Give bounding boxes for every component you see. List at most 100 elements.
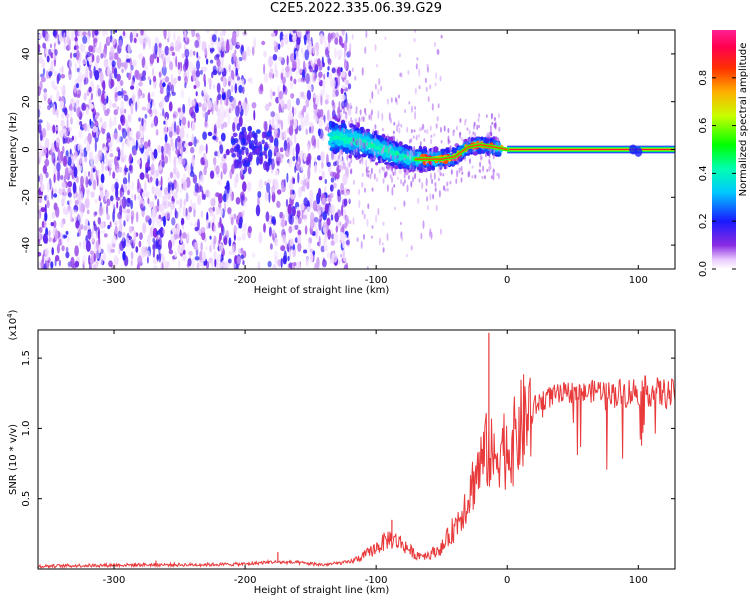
noise-speckle	[118, 39, 123, 49]
noise-speckle	[239, 216, 243, 225]
ridge-halo	[410, 129, 413, 134]
ridge-halo	[442, 173, 445, 177]
noise-speckle	[215, 53, 220, 58]
noise-speckle	[215, 258, 219, 269]
ridge-halo	[419, 141, 422, 146]
noise-speckle	[67, 74, 73, 79]
noise-speckle	[191, 99, 194, 107]
noise-speckle	[311, 135, 316, 147]
noise-speckle	[41, 59, 46, 68]
noise-speckle	[242, 181, 247, 192]
ridge-cell	[339, 140, 344, 145]
noise-speckle	[329, 79, 333, 88]
noise-speckle	[64, 209, 69, 216]
ridge-halo	[418, 178, 421, 183]
noise-speckle	[318, 219, 322, 231]
ridge-cell	[367, 136, 371, 143]
noise-speckle	[143, 180, 147, 192]
ridge-halo	[490, 175, 493, 180]
noise-speckle	[114, 30, 118, 33]
noise-speckle	[230, 84, 234, 93]
noise-speckle	[175, 56, 178, 68]
noise-speckle	[280, 153, 284, 159]
noise-speckle	[84, 197, 90, 209]
noise-speckle	[236, 255, 241, 265]
noise-speckle	[247, 77, 252, 83]
noise-speckle	[61, 181, 67, 189]
noise-speckle	[324, 39, 327, 50]
noise-speckle	[60, 119, 65, 128]
noise-speckle	[221, 87, 225, 96]
noise-speckle	[68, 126, 72, 132]
noise-speckle	[308, 122, 314, 127]
noise-speckle	[53, 173, 56, 184]
noise-speckle	[50, 43, 52, 49]
noise-speckle	[103, 233, 108, 238]
noise-speckle	[72, 155, 77, 161]
noise-speckle	[279, 147, 284, 153]
noise-speckle	[337, 189, 341, 197]
noise-speckle	[42, 42, 46, 49]
ridge-halo	[492, 168, 495, 176]
noise-speckle	[126, 58, 131, 63]
noise-speckle	[48, 236, 52, 243]
noise-speckle	[234, 224, 238, 236]
noise-speckle	[94, 70, 100, 81]
noise-speckle	[122, 128, 127, 139]
noise-speckle	[89, 103, 94, 110]
noise-speckle	[140, 30, 144, 36]
noise-speckle	[264, 103, 270, 111]
noise-speckle	[297, 58, 301, 70]
noise-speckle	[171, 51, 175, 57]
noise-speckle	[272, 54, 278, 61]
noise-speckle	[207, 78, 211, 84]
noise-speckle	[190, 111, 196, 119]
noise-speckle	[188, 141, 193, 147]
noise-speckle	[177, 155, 183, 165]
noise-speckle	[118, 249, 121, 255]
noise-speckle	[215, 165, 220, 175]
ridge-halo	[390, 155, 393, 160]
ridge-cell	[432, 146, 439, 153]
noise-speckle	[339, 239, 342, 244]
ridge-halo	[339, 150, 341, 157]
noise-speckle	[340, 190, 345, 195]
noise-speckle	[122, 177, 128, 185]
noise-speckle	[196, 60, 200, 71]
ridge-cell	[416, 166, 423, 171]
ridge-halo	[489, 148, 492, 153]
noise-speckle	[130, 85, 135, 90]
noise-speckle	[344, 58, 347, 70]
noise-speckle	[294, 53, 296, 61]
noise-speckle	[191, 155, 195, 168]
noise-speckle	[116, 73, 121, 82]
noise-speckle	[152, 244, 155, 250]
noise-speckle	[88, 254, 91, 265]
noise-speckle	[194, 226, 199, 232]
noise-speckle	[200, 157, 205, 166]
noise-speckle	[85, 240, 91, 252]
noise-speckle	[401, 235, 404, 242]
noise-speckle	[246, 46, 251, 57]
noise-speckle	[434, 82, 437, 87]
noise-speckle	[145, 250, 151, 258]
noise-speckle	[313, 103, 318, 110]
ridge-halo	[355, 106, 358, 112]
noise-speckle	[398, 53, 401, 58]
noise-speckle	[382, 221, 385, 226]
noise-speckle	[315, 46, 319, 57]
noise-speckle	[51, 80, 56, 89]
noise-speckle	[278, 103, 282, 114]
noise-speckle	[203, 93, 206, 103]
noise-speckle	[322, 79, 326, 90]
noise-speckle	[238, 149, 243, 155]
noise-speckle	[302, 179, 307, 187]
noise-speckle	[233, 213, 237, 219]
noise-speckle	[335, 89, 339, 97]
noise-speckle	[276, 132, 280, 139]
noise-speckle	[60, 232, 64, 245]
noise-speckle	[177, 121, 180, 126]
noise-speckle	[171, 182, 174, 191]
noise-speckle	[202, 88, 207, 95]
